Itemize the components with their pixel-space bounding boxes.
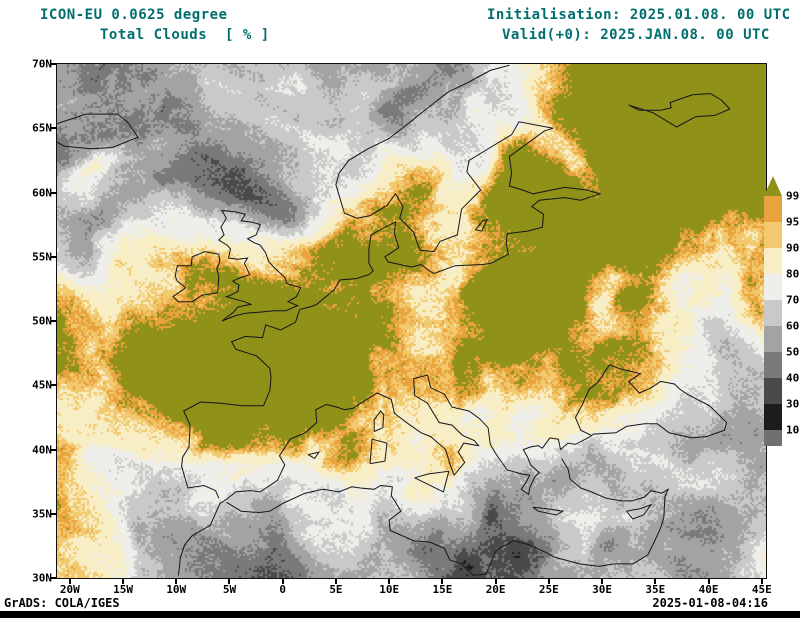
lat-tick <box>50 127 57 130</box>
lon-tick <box>388 578 391 584</box>
colorbar-segment <box>764 222 782 248</box>
colorbar-label: 99.5 <box>786 189 800 203</box>
lon-tick-label: 10E <box>379 583 400 596</box>
lon-tick <box>547 578 550 584</box>
colorbar-label: 70 <box>786 293 800 307</box>
colorbar-label: 30 <box>786 397 800 411</box>
lon-tick <box>68 578 71 584</box>
coastline-path <box>181 64 602 499</box>
coastline-path <box>172 251 221 303</box>
map-frame <box>56 63 767 579</box>
lon-tick-label: 15E <box>432 583 453 596</box>
lat-tick-label: 60N <box>32 186 52 199</box>
colorbar-label: 40 <box>786 371 800 385</box>
model-title: ICON-EU 0.0625 degree <box>40 7 228 23</box>
lon-tick <box>707 578 710 584</box>
lon-tick-label: 5E <box>329 583 343 596</box>
colorbar-label: 90 <box>786 241 800 255</box>
colorbar-segment <box>764 274 782 300</box>
valid-time: Valid(+0): 2025.JAN.08. 00 UTC <box>502 27 770 43</box>
lat-tick-label: 65N <box>32 121 52 135</box>
lat-tick <box>50 384 57 387</box>
lon-tick <box>228 578 231 584</box>
lon-tick <box>760 578 763 584</box>
lon-tick <box>175 578 178 584</box>
lon-tick-label: 20E <box>485 583 506 596</box>
lon-tick <box>281 578 284 584</box>
coastline-path <box>307 451 321 460</box>
coastline-path <box>226 458 670 576</box>
lon-tick <box>494 578 497 584</box>
lat-tick <box>50 191 57 194</box>
coastline-path <box>414 470 450 493</box>
colorbar-segment <box>764 430 782 446</box>
lat-tick <box>50 512 57 515</box>
lat-tick-label: 70N <box>32 57 52 71</box>
coastline-path <box>177 364 728 576</box>
colorbar-label: 60 <box>786 319 800 333</box>
coastline-path <box>373 410 385 432</box>
initialisation-time: Initialisation: 2025.01.08. 00 UTC <box>487 7 791 23</box>
lat-tick <box>50 255 57 258</box>
lon-tick-label: 40E <box>698 583 719 596</box>
coastline-path <box>217 209 302 322</box>
lat-tick-label: 40N <box>32 443 52 456</box>
lon-tick <box>334 578 337 584</box>
coastline-path <box>626 503 653 520</box>
lon-tick-label: 15W <box>113 583 133 596</box>
lon-tick-label: 45E <box>751 583 772 596</box>
colorbar-segment <box>764 404 782 430</box>
colorbar-label: 50 <box>786 345 800 359</box>
lat-tick-label: 50N <box>32 314 52 328</box>
lon-tick-label: 10W <box>166 583 187 596</box>
lon-tick <box>122 578 125 584</box>
lon-tick <box>654 578 657 584</box>
colorbar-segment <box>764 300 782 326</box>
lon-tick-label: 30E <box>592 583 613 596</box>
coastline-path <box>628 93 731 128</box>
parameter-title: Total Clouds [ % ] <box>100 27 270 43</box>
coastline-path <box>475 218 489 232</box>
lat-tick-label: 45N <box>32 378 52 392</box>
cloud-cover-field <box>57 64 766 578</box>
coastline-overlay <box>57 64 731 576</box>
lat-tick-label: 55N <box>32 250 52 264</box>
lat-tick <box>50 448 57 451</box>
lon-tick-label: 25E <box>538 583 559 596</box>
colorbar-segment <box>764 248 782 274</box>
creation-timestamp: 2025-01-08-04:16 <box>652 596 768 610</box>
colorbar: 99.5 95 90 80 70 60 50 40 30 10 <box>764 176 800 462</box>
colorbar-segment <box>764 378 782 404</box>
coastline-path <box>369 438 388 465</box>
grads-credit: GrADS: COLA/IGES <box>4 596 120 610</box>
lat-tick <box>50 577 57 579</box>
bottom-bar <box>0 611 800 618</box>
colorbar-overflow-arrow <box>764 176 782 196</box>
colorbar-segment <box>764 196 782 222</box>
lon-tick <box>601 578 604 584</box>
lat-tick-label: 35N <box>32 507 52 521</box>
coastline-path <box>532 506 565 516</box>
lat-tick <box>50 320 57 322</box>
lon-tick-label: 20W <box>59 583 80 596</box>
colorbar-segment <box>764 326 782 352</box>
lat-tick-label: 30N <box>32 571 52 585</box>
lon-tick-label: 5W <box>222 583 237 596</box>
lon-tick-label: 35E <box>645 583 666 596</box>
coastline-path <box>57 113 139 150</box>
lat-tick <box>50 63 57 65</box>
colorbar-segment <box>764 352 782 378</box>
colorbar-label: 80 <box>786 267 800 281</box>
colorbar-label: 10 <box>786 423 800 437</box>
lon-tick-label: 0 <box>279 583 287 596</box>
lon-tick <box>441 578 444 584</box>
colorbar-label: 95 <box>786 215 800 229</box>
